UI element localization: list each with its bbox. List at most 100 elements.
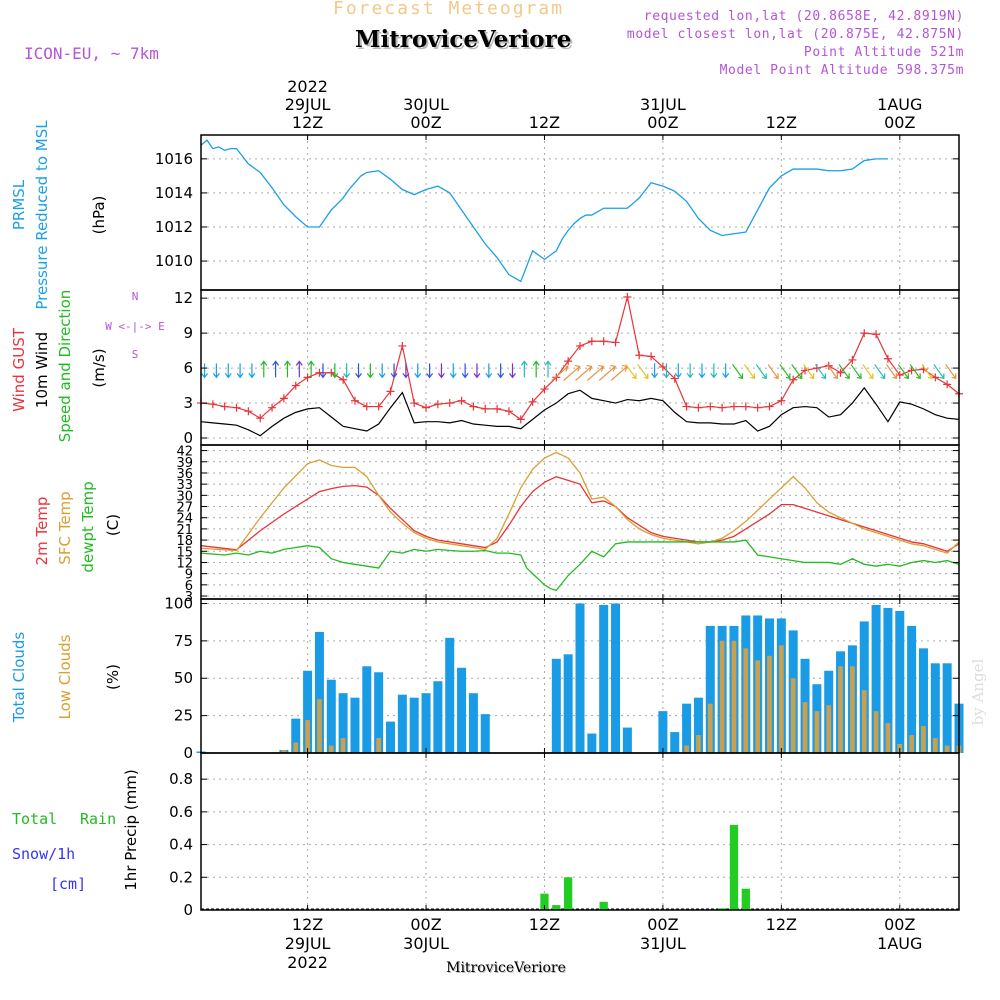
clouds-unit: (%) (104, 664, 122, 690)
gust-label: Wind GUST (10, 327, 28, 412)
wind-arrow (575, 364, 593, 381)
compass-north: N (132, 290, 139, 303)
gust-point (445, 399, 454, 408)
wind-arrow (283, 360, 291, 378)
bottom-time-label: 00Z (410, 915, 441, 934)
ytick-label-precip: 0 (183, 901, 193, 919)
low-cloud-bar (684, 745, 689, 753)
gust-point (315, 368, 324, 377)
watermark: by Angel (969, 658, 987, 725)
wind-arrow (544, 360, 552, 378)
gust-point (658, 362, 667, 371)
gust-point (516, 415, 525, 424)
wind-arrow (886, 364, 898, 380)
top-time-label: 00Z (884, 113, 915, 132)
rain-bar (564, 877, 573, 910)
wind-arrow (212, 363, 220, 379)
top-time-label: 12Z (529, 113, 560, 132)
gust-point (220, 402, 229, 411)
low-cloud-bar (861, 690, 867, 753)
top-time-label: 12Z (766, 113, 797, 132)
rain-bar (729, 824, 739, 910)
gust-point (350, 396, 359, 405)
total-cloud-bar (433, 681, 443, 753)
wind10m-line (200, 386, 960, 437)
wind-arrow (449, 363, 457, 379)
top-time-label: 12Z (292, 113, 323, 132)
low-cloud-bar (731, 640, 737, 753)
wind-arrow (897, 364, 909, 380)
wind-arrow (319, 363, 327, 379)
model-altitude: Model Point Altitude 598.375m (719, 63, 964, 78)
total-cloud-bar (303, 670, 313, 753)
ytick-label-temp: 30 (176, 489, 193, 504)
gust-point (729, 402, 738, 411)
station-title: MitroviceVeriore (355, 26, 572, 53)
total-cloud-bar (611, 603, 621, 753)
ytick-label-temp: 24 (176, 512, 193, 527)
bottom-time-label: 12Z (292, 915, 323, 934)
gust-point (279, 394, 288, 403)
dewpt-label: dewpt Temp (79, 481, 97, 572)
total-cloud-bar (551, 658, 561, 753)
ytick-label-temp: 15 (176, 545, 193, 560)
wind-arrow (366, 363, 374, 379)
pressure-label-1: PRMSL (10, 179, 28, 230)
wind-arrow (402, 363, 410, 379)
bottom-time-label: 2022 (287, 953, 328, 972)
total-cloud-bar (291, 718, 301, 753)
wind-arrow (698, 363, 706, 379)
total-cloud-bar (338, 693, 348, 753)
ytick-label-clouds: 75 (174, 632, 193, 650)
ytick-label-temp: 27 (176, 501, 193, 516)
tsfc-label: SFC Temp (56, 491, 74, 564)
low-cloud-bar (838, 666, 843, 753)
gust-point (611, 338, 620, 347)
low-cloud-bar (778, 645, 784, 753)
wind-arrow (598, 364, 617, 381)
wind-arrow (625, 364, 637, 380)
wind-arrow (378, 363, 386, 379)
low-cloud-bar (743, 648, 749, 753)
ytick-label-pressure: 1016 (155, 150, 193, 168)
low-cloud-bar (921, 726, 926, 753)
wind-arrow (814, 364, 827, 380)
ytick-label-temp: 33 (176, 478, 193, 493)
gust-point (587, 337, 596, 346)
ytick-label-clouds: 0 (183, 744, 193, 762)
requested-coordinates: requested lon,lat (20.8658E, 42.8919N) (643, 9, 964, 24)
wind-arrow (485, 363, 493, 379)
rain-bar (717, 908, 727, 910)
gust-point (848, 355, 857, 364)
gust-point (789, 375, 798, 384)
wind-arrow (637, 364, 649, 380)
bottom-time-label: 12Z (766, 915, 797, 934)
low-clouds-label: Low Clouds (56, 634, 74, 719)
low-cloud-bar (826, 705, 832, 753)
gust-point (765, 402, 774, 411)
model-name: ICON-EU, ~ 7km (24, 44, 159, 63)
ytick-label-precip: 0.8 (169, 770, 193, 788)
low-cloud-bar (790, 678, 796, 753)
wind-arrow (473, 363, 481, 379)
gust-point (647, 352, 656, 361)
compass-west-east: W <-|-> E (105, 320, 165, 333)
top-time-label: 29JUL (285, 95, 331, 114)
wind-arrow (850, 364, 862, 380)
wind-arrow (722, 363, 730, 379)
total-cloud-bar (682, 703, 692, 753)
ytick-label-temp: 39 (176, 456, 193, 471)
gust-point (232, 403, 241, 412)
rain-bar (599, 901, 608, 910)
total-cloud-bar (421, 693, 431, 753)
total-cloud-bar (622, 727, 632, 753)
legend-snow-unit: [cm] (50, 875, 86, 893)
gust-point (528, 397, 537, 406)
total-clouds-label: Total Clouds (10, 632, 28, 724)
gust-point (410, 399, 419, 408)
wind-arrow (355, 363, 363, 379)
gust-point (386, 387, 395, 396)
ytick-label-temp: 21 (176, 523, 193, 538)
ytick-label-clouds: 25 (174, 707, 193, 725)
low-cloud-bar (696, 735, 701, 753)
